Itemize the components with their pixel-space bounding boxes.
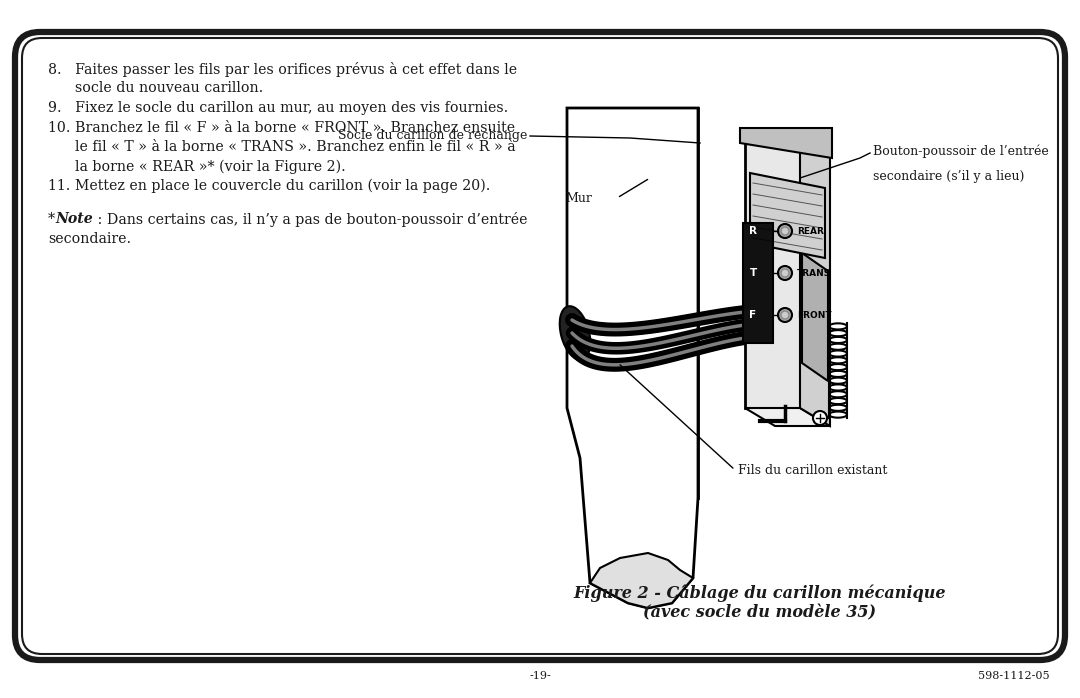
- Text: Bouton-poussoir de l’entrée: Bouton-poussoir de l’entrée: [873, 144, 1049, 158]
- Polygon shape: [750, 173, 825, 258]
- Text: : Dans certains cas, il n’y a pas de bouton-poussoir d’entrée: : Dans certains cas, il n’y a pas de bou…: [93, 212, 527, 227]
- Polygon shape: [745, 408, 831, 426]
- Polygon shape: [567, 108, 698, 608]
- Circle shape: [778, 266, 792, 280]
- Text: secondaire (s’il y a lieu): secondaire (s’il y a lieu): [873, 170, 1024, 183]
- Polygon shape: [740, 128, 832, 158]
- Text: 11. Mettez en place le couvercle du carillon (voir la page 20).: 11. Mettez en place le couvercle du cari…: [48, 179, 490, 193]
- Circle shape: [781, 311, 789, 319]
- Text: R: R: [750, 226, 757, 236]
- Polygon shape: [590, 553, 693, 608]
- Text: le fil « T » à la borne « TRANS ». Branchez enfin le fil « R » à: le fil « T » à la borne « TRANS ». Branc…: [48, 140, 515, 154]
- Text: Mur: Mur: [565, 191, 592, 205]
- Text: 9.   Fixez le socle du carillon au mur, au moyen des vis fournies.: 9. Fixez le socle du carillon au mur, au…: [48, 101, 509, 115]
- Text: FRONT: FRONT: [797, 311, 832, 320]
- Text: REAR: REAR: [797, 226, 824, 235]
- Text: secondaire.: secondaire.: [48, 232, 131, 246]
- Text: -19-: -19-: [529, 671, 551, 681]
- Polygon shape: [745, 133, 800, 408]
- Polygon shape: [743, 223, 773, 343]
- Text: 10. Branchez le fil « F » à la borne « FRONT ». Branchez ensuite: 10. Branchez le fil « F » à la borne « F…: [48, 121, 515, 135]
- Circle shape: [778, 224, 792, 238]
- Text: Note: Note: [55, 212, 93, 226]
- Text: 598-1112-05: 598-1112-05: [978, 671, 1050, 681]
- Polygon shape: [800, 133, 831, 426]
- Circle shape: [781, 227, 789, 235]
- Text: socle du nouveau carillon.: socle du nouveau carillon.: [48, 82, 264, 96]
- Text: F: F: [750, 310, 757, 320]
- Text: T: T: [750, 268, 757, 278]
- Text: (avec socle du modèle 35): (avec socle du modèle 35): [644, 604, 877, 621]
- Polygon shape: [802, 253, 828, 381]
- Circle shape: [813, 411, 827, 425]
- Text: *: *: [48, 212, 55, 226]
- Circle shape: [781, 269, 789, 277]
- Text: Fils du carillon existant: Fils du carillon existant: [738, 463, 888, 477]
- Text: 8.   Faites passer les fils par les orifices prévus à cet effet dans le: 8. Faites passer les fils par les orific…: [48, 62, 517, 77]
- Circle shape: [778, 308, 792, 322]
- Text: Socle du carillon de rechange: Socle du carillon de rechange: [338, 130, 527, 142]
- Ellipse shape: [559, 306, 591, 359]
- Text: la borne « REAR »* (voir la Figure 2).: la borne « REAR »* (voir la Figure 2).: [48, 160, 346, 174]
- Text: Figure 2 - Câblage du carillon mécanique: Figure 2 - Câblage du carillon mécanique: [573, 584, 946, 602]
- Text: TRANS: TRANS: [797, 269, 832, 278]
